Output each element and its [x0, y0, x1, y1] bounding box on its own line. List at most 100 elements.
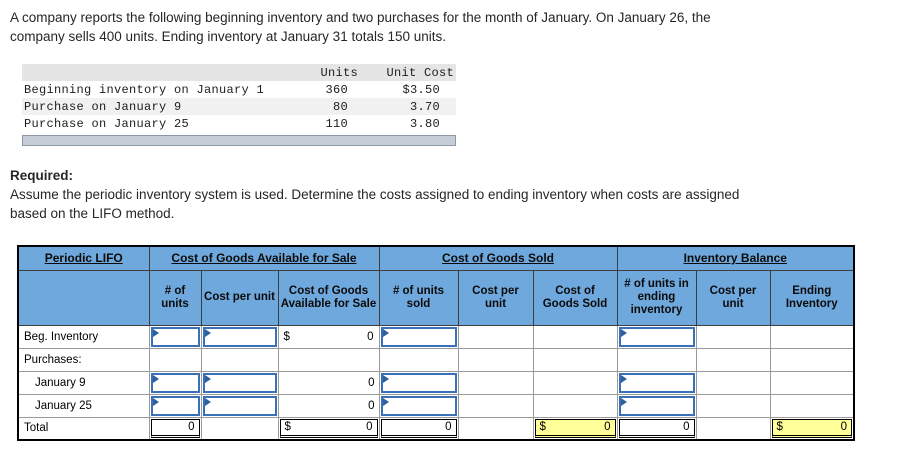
table-row: Beginning inventory on January 1 360 $3.… [22, 81, 456, 98]
cell-empty [695, 416, 771, 441]
inventory-header-row: Units Unit Cost [22, 64, 456, 81]
cell-jan25-cost-per-unit-sold [457, 393, 534, 418]
input-jan25-units-sold[interactable] [380, 395, 457, 416]
dollar-sign: $ [776, 421, 783, 434]
row-units: 110 [325, 116, 348, 131]
total-units-sold-value: 0 [445, 421, 452, 434]
table-row: Beg. Inventory $ 0 [17, 324, 855, 349]
row-label: Purchase on January 25 [24, 116, 190, 131]
row-label: Purchase on January 9 [22, 98, 290, 115]
cell-total-units: 0 [148, 416, 202, 441]
cell-jan9-cost-available: 0 [277, 370, 380, 395]
input-jan9-units-sold[interactable] [380, 372, 457, 393]
input-jan9-units[interactable] [150, 372, 200, 393]
column-header-cost-per-unit-ending: Cost per unit [695, 269, 771, 326]
input-jan25-units[interactable] [150, 395, 200, 416]
dollar-sign: $ [284, 421, 291, 434]
cell-beg-ending-inventory [769, 324, 855, 349]
row-label-january-25: January 25 [17, 393, 150, 418]
input-jan9-cost-per-unit[interactable] [202, 372, 277, 393]
row-units: 360 [325, 82, 348, 97]
total-units-value: 0 [188, 421, 195, 434]
cell-jan9-units-ending [616, 370, 697, 395]
column-header-ending-inventory: Ending Inventory [769, 269, 855, 326]
cell-beg-cost-per-unit-sold [457, 324, 534, 349]
input-jan25-units-ending[interactable] [618, 395, 695, 416]
worksheet-column-header-row: # of units Cost per unit Cost of Goods A… [17, 269, 855, 326]
worksheet-group-header-row: Periodic LIFO Cost of Goods Available fo… [17, 245, 855, 271]
column-header-cost-of-goods-sold: Cost of Goods Sold [532, 269, 618, 326]
cell-empty [616, 347, 697, 372]
column-header-units-ending: # of units in ending inventory [616, 269, 697, 326]
problem-statement: A company reports the following beginnin… [10, 8, 902, 46]
total-cogs-value: 0 [604, 421, 611, 434]
cell-jan25-units-ending [616, 393, 697, 418]
table-row: Purchase on January 25 110 3.80 [22, 115, 456, 132]
cell-jan25-cogs [532, 393, 618, 418]
table-row: January 9 0 [17, 370, 855, 395]
input-jan25-cost-per-unit[interactable] [202, 395, 277, 416]
cell-beg-cost-per-unit [200, 324, 279, 349]
input-beg-units[interactable] [150, 326, 200, 347]
cell-beg-units-sold [378, 324, 459, 349]
cell-jan9-units [148, 370, 202, 395]
cell-jan25-cost-per-unit-ending [695, 393, 771, 418]
column-header-cost-per-unit-sold: Cost per unit [457, 269, 534, 326]
cell-empty [200, 416, 279, 441]
cell-total-cogs: $ 0 [532, 416, 618, 441]
group-header-cost-of-goods-sold: Cost of Goods Sold [378, 245, 618, 271]
inventory-data-table: Units Unit Cost Beginning inventory on J… [22, 64, 456, 146]
row-unit-cost: 3.80 [409, 116, 440, 131]
cell-empty [695, 347, 771, 372]
inventory-header-units: Units [290, 64, 360, 81]
input-jan9-units-ending[interactable] [618, 372, 695, 393]
table-row: January 25 0 [17, 393, 855, 418]
row-unit-cost: 3.70 [360, 98, 456, 115]
cell-empty [277, 347, 380, 372]
column-header-blank [17, 269, 150, 326]
cell-jan25-cost-per-unit [200, 393, 279, 418]
cell-empty [200, 347, 279, 372]
column-header-num-units: # of units [148, 269, 202, 326]
input-beg-units-sold[interactable] [380, 326, 457, 347]
table-row: Purchases: [17, 347, 855, 372]
inventory-header-unit-cost: Unit Cost [360, 64, 456, 81]
cell-beg-units-ending [616, 324, 697, 349]
input-beg-units-ending[interactable] [618, 326, 695, 347]
beg-cost-available-value: 0 [367, 330, 374, 343]
row-label-total: Total [17, 416, 150, 441]
input-beg-cost-per-unit[interactable] [202, 326, 277, 347]
required-section: Required: Assume the periodic inventory … [10, 166, 902, 223]
total-units-ending-value: 0 [683, 421, 690, 434]
cell-jan9-units-sold [378, 370, 459, 395]
group-header-cost-available: Cost of Goods Available for Sale [148, 245, 380, 271]
cell-jan25-units-sold [378, 393, 459, 418]
cell-total-ending-inventory: $ 0 [769, 416, 855, 441]
problem-statement-line1: A company reports the following beginnin… [10, 10, 711, 25]
cell-total-units-ending: 0 [616, 416, 697, 441]
cell-total-units-sold: 0 [378, 416, 459, 441]
cell-jan9-cost-per-unit-ending [695, 370, 771, 395]
required-heading: Required: [10, 168, 74, 183]
cell-total-cost-available: $ 0 [277, 416, 380, 441]
total-ending-inventory-value: 0 [840, 421, 847, 434]
horizontal-scrollbar[interactable] [22, 135, 456, 146]
row-label-beg-inventory: Beg. Inventory [17, 324, 150, 349]
cell-empty [148, 347, 202, 372]
cell-empty [769, 347, 855, 372]
cell-jan25-cost-available: 0 [277, 393, 380, 418]
cell-beg-cost-per-unit-ending [695, 324, 771, 349]
cell-jan9-cost-per-unit-sold [457, 370, 534, 395]
cell-empty [532, 347, 618, 372]
row-units: 80 [290, 98, 360, 115]
cell-beg-units [148, 324, 202, 349]
cell-jan9-cogs [532, 370, 618, 395]
group-header-inventory-balance: Inventory Balance [616, 245, 855, 271]
dollar-sign: $ [539, 421, 546, 434]
cell-empty [457, 416, 534, 441]
total-row: Total 0 $ 0 0 $ 0 0 $ 0 [17, 416, 855, 441]
row-label-january-9: January 9 [17, 370, 150, 395]
column-header-cost-available: Cost of Goods Available for Sale [277, 269, 380, 326]
cell-jan9-cost-per-unit [200, 370, 279, 395]
inventory-header-blank [22, 64, 290, 81]
